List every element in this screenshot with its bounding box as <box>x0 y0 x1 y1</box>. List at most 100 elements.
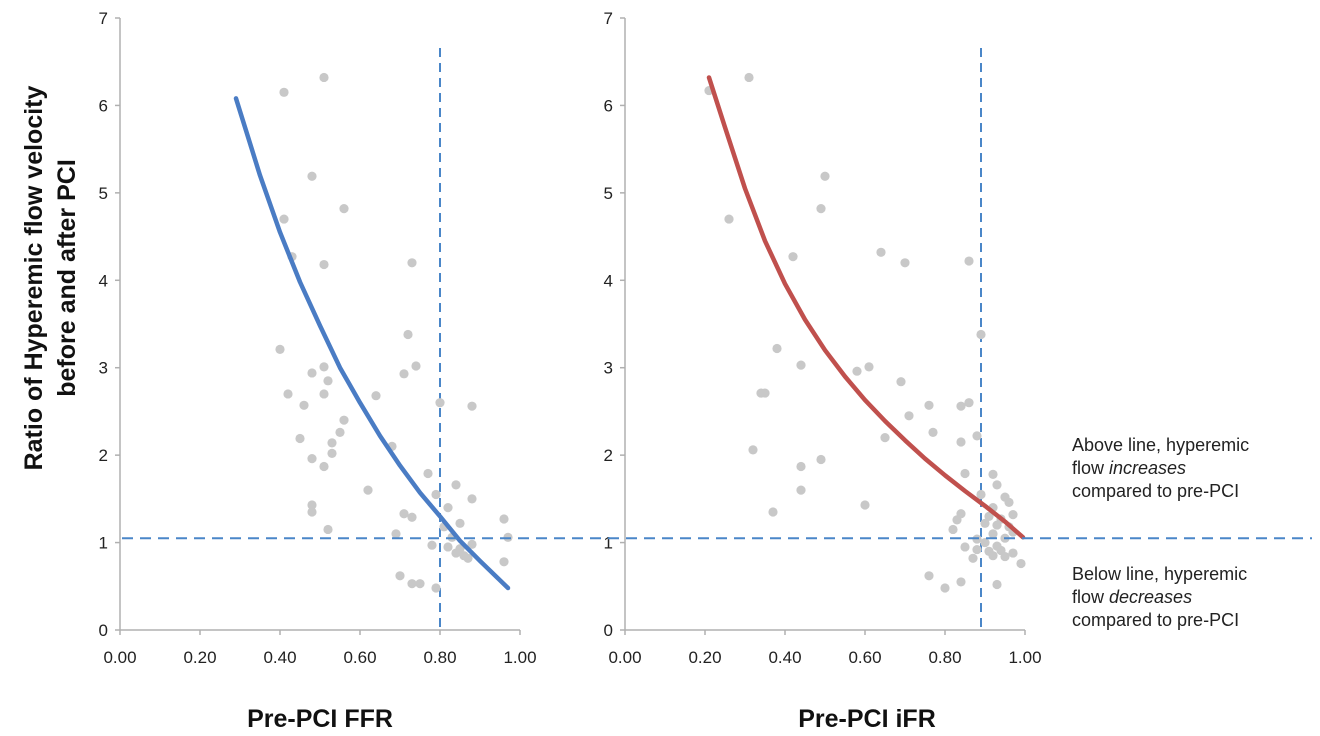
ifr-x-tick-label: 0.60 <box>848 648 881 667</box>
ffr-data-point <box>399 369 409 379</box>
ifr-x-tick-label: 0.00 <box>608 648 641 667</box>
ffr-data-point <box>411 361 421 371</box>
ifr-data-point <box>788 252 798 262</box>
ifr-data-point <box>796 485 806 495</box>
ffr-data-point <box>363 485 373 495</box>
ffr-data-point <box>339 203 349 214</box>
ffr-data-point <box>327 438 337 448</box>
ffr-fit-curve <box>233 96 511 591</box>
ffr-x-tick-label: 0.20 <box>183 648 216 667</box>
annotation-below-line-1: Below line, hyperemic <box>1072 564 1248 584</box>
ffr-x-tick-label: 0.60 <box>343 648 376 667</box>
ffr-y-tick-label: 6 <box>99 96 108 115</box>
ifr-fit-curve <box>706 75 1026 540</box>
ffr-x-tick-label: 0.00 <box>103 648 136 667</box>
ffr-data-point <box>395 571 405 581</box>
ffr-data-point <box>339 415 349 425</box>
ffr-data-point <box>407 258 417 268</box>
annotation-above-emphasis: increases <box>1109 458 1187 478</box>
ifr-data-point <box>1008 548 1018 558</box>
ifr-data-point <box>940 583 950 593</box>
ffr-data-point <box>399 509 409 519</box>
ifr-panel: 0 1 2 3 4 5 6 7 0.00 0.20 0.40 0.60 0.80 1.00 Pre-PCI … <box>604 9 1042 733</box>
ffr-panel: 0 1 2 3 4 5 6 7 0.00 0.20 0.40 0.60 0.80 1.00 Pre-PCI … <box>99 9 537 733</box>
ifr-data-point <box>968 553 978 563</box>
ifr-y-tick-label: 4 <box>604 271 613 290</box>
ifr-data-point <box>952 515 962 525</box>
ffr-data-point <box>467 401 477 411</box>
ifr-data-point <box>896 377 906 387</box>
ifr-data-point <box>760 388 770 398</box>
ffr-data-point <box>307 507 317 517</box>
ifr-data-point <box>1000 551 1010 562</box>
ffr-data-point <box>323 376 333 386</box>
ffr-data-point <box>371 391 381 401</box>
ifr-data-point <box>980 518 990 528</box>
ffr-data-point <box>279 214 289 224</box>
ffr-y-tick-label: 2 <box>99 446 108 465</box>
ifr-data-point <box>880 433 890 443</box>
ifr-data-point <box>992 480 1002 490</box>
ifr-data-point <box>772 343 782 354</box>
ffr-data-point <box>451 548 461 558</box>
ffr-data-point <box>391 529 401 539</box>
ifr-x-tick-label: 1.00 <box>1008 648 1041 667</box>
ffr-data-point <box>327 448 337 458</box>
ffr-data-point <box>407 512 417 522</box>
ffr-data-point <box>307 171 317 181</box>
ifr-data-point <box>988 529 998 539</box>
ifr-data-point <box>860 500 870 510</box>
ifr-data-point <box>724 214 734 224</box>
y-axis-title-line1: Ratio of Hyperemic flow velocity <box>20 86 48 471</box>
ifr-x-tick-label: 0.20 <box>688 648 721 667</box>
ifr-data-point <box>820 171 830 181</box>
ffr-x-tick-label: 0.40 <box>263 648 296 667</box>
annotation-above-line: Above line, hyperemic flow increases com… <box>1072 434 1249 503</box>
ifr-data-point <box>956 401 966 411</box>
ifr-data-point <box>1008 509 1018 520</box>
ffr-data-point <box>443 542 453 552</box>
ffr-y-tick-label: 7 <box>99 9 108 28</box>
ifr-y-tick-label: 7 <box>604 9 613 28</box>
ifr-y-tick-label: 1 <box>604 534 613 553</box>
annotation-below-line-2: flow decreases <box>1072 586 1247 609</box>
ffr-data-point <box>319 389 329 399</box>
ffr-data-point <box>499 557 509 567</box>
ifr-data-point <box>988 469 998 479</box>
ffr-data-point <box>415 579 425 589</box>
ffr-data-point <box>335 427 345 438</box>
ffr-data-point <box>319 259 329 270</box>
ifr-data-point <box>992 520 1002 530</box>
ffr-data-point <box>427 540 437 550</box>
ifr-x-tick-label: 0.40 <box>768 648 801 667</box>
ifr-data-point <box>964 256 974 266</box>
ifr-data-point <box>1004 497 1014 507</box>
ifr-data-point <box>992 579 1002 590</box>
ifr-data-point <box>960 542 970 552</box>
ifr-data-point <box>924 571 934 581</box>
ifr-data-point <box>748 445 758 455</box>
ifr-data-point <box>796 360 806 370</box>
ffr-data-point <box>423 468 433 479</box>
ifr-data-point <box>900 258 910 268</box>
ffr-data-point <box>499 514 509 524</box>
ifr-y-tick-label: 2 <box>604 446 613 465</box>
ffr-x-axis-title: Pre-PCI FFR <box>247 705 393 733</box>
ffr-data-point <box>323 524 333 535</box>
annotation-above-flow: flow <box>1072 458 1110 478</box>
ifr-data-point <box>744 72 754 83</box>
ffr-data-point <box>431 489 441 500</box>
ifr-x-tick-label: 0.80 <box>928 648 961 667</box>
ffr-y-tick-label: 3 <box>99 359 108 378</box>
ffr-data-point <box>307 500 317 510</box>
ifr-data-point <box>980 537 990 548</box>
ifr-data-point <box>976 329 986 340</box>
ffr-y-tick-label: 1 <box>99 534 108 553</box>
annotation-above-line-2: flow increases <box>1072 457 1249 480</box>
ifr-data-point <box>796 461 806 472</box>
annotation-below-emphasis: decreases <box>1109 587 1193 607</box>
ifr-data-point <box>904 411 914 421</box>
ifr-data-point <box>948 524 958 535</box>
ifr-data-point <box>816 203 826 214</box>
